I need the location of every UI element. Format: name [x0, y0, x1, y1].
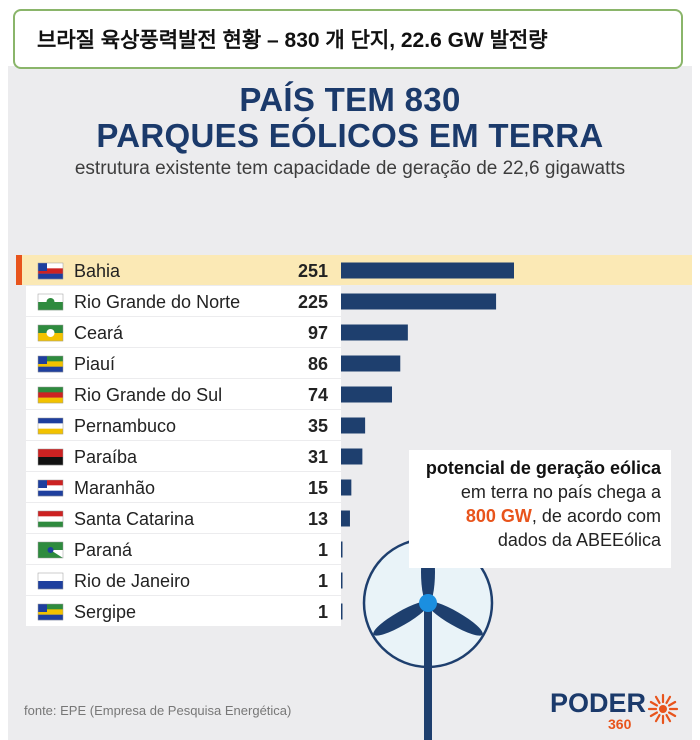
chart-title-line1: PAÍS TEM 830 [239, 81, 461, 118]
category-label: Rio Grande do Norte [74, 292, 240, 312]
bar [341, 293, 497, 310]
category-label: Maranhão [74, 478, 155, 498]
bar [341, 448, 363, 465]
row-background [26, 410, 341, 440]
category-label: Paraná [74, 540, 133, 560]
caption-text: 브라질 육상풍력발전 현황 – 830 개 단지, 22.6 GW 발전량 [37, 29, 548, 52]
bar [341, 541, 343, 558]
rio-grande-do-sul-flag-icon [37, 386, 64, 404]
logo-text: PODER [550, 688, 646, 718]
poder360-logo: PODER 360 [550, 688, 679, 732]
value-label: 1 [318, 540, 328, 560]
chart-subtitle: estrutura existente tem capacidade de ge… [74, 158, 626, 179]
bar [341, 603, 343, 620]
turbine-blade [373, 601, 430, 636]
bahia-flag-icon [37, 262, 64, 280]
value-label: 15 [308, 478, 328, 498]
category-label: Rio de Janeiro [74, 571, 190, 591]
table-row: Pernambuco 35 [26, 410, 366, 440]
highlight-marker [16, 255, 22, 285]
table-row: Ceará 97 [26, 317, 408, 347]
category-label: Pernambuco [74, 416, 176, 436]
bar [341, 262, 514, 279]
bar [341, 324, 408, 341]
table-row: Piauí 86 [26, 348, 401, 378]
table-row: Rio de Janeiro 1 [26, 565, 343, 595]
callout-line1: potencial de geração eólica [425, 458, 661, 478]
table-row: Paraíba 31 [26, 441, 363, 471]
piaui-flag-icon [37, 355, 64, 373]
row-background [26, 472, 341, 502]
bar [341, 417, 366, 434]
bar [341, 510, 350, 527]
row-background [26, 379, 341, 409]
category-label: Bahia [74, 261, 121, 281]
category-label: Santa Catarina [74, 509, 195, 529]
sergipe-flag-icon [37, 603, 64, 621]
sun-burst-icon [647, 693, 679, 725]
category-label: Ceará [74, 323, 124, 343]
bar [341, 572, 343, 589]
table-row: Sergipe 1 [26, 596, 343, 626]
maranhao-flag-icon [37, 479, 64, 497]
value-label: 1 [318, 602, 328, 622]
row-background [26, 534, 341, 564]
table-row: Rio Grande do Sul 74 [26, 379, 393, 409]
category-label: Rio Grande do Sul [74, 385, 222, 405]
callout-box: potencial de geração eólica em terra no … [409, 450, 671, 568]
wind-turbine-illustration [362, 537, 494, 740]
table-row: Santa Catarina 13 [26, 503, 350, 533]
callout-line4: dados da ABEEólica [497, 530, 661, 550]
category-label: Sergipe [74, 602, 136, 622]
paraiba-flag-icon [37, 448, 64, 466]
table-row: Rio Grande do Norte 225 [26, 286, 497, 316]
row-background [26, 317, 341, 347]
pernambuco-flag-icon [37, 417, 64, 435]
table-row: Bahia 251 [16, 255, 692, 285]
value-label: 86 [308, 354, 328, 374]
callout-line2: em terra no país chega a [460, 482, 661, 502]
logo-number: 360 [608, 716, 632, 732]
turbine-blade [426, 601, 483, 636]
bar [341, 386, 393, 403]
callout-highlight: 800 GW [465, 506, 532, 526]
turbine-hub [419, 594, 437, 612]
row-background [26, 596, 341, 626]
value-label: 35 [308, 416, 328, 436]
chart-title: PAÍS TEM 830 PARQUES EÓLICOS EM TERRA [0, 82, 700, 154]
value-label: 97 [308, 323, 328, 343]
row-background [26, 441, 341, 471]
table-row: Maranhão 15 [26, 472, 352, 502]
rio-de-janeiro-flag-icon [37, 572, 64, 590]
ceara-flag-icon [37, 324, 64, 342]
row-background [26, 565, 341, 595]
value-label: 1 [318, 571, 328, 591]
value-label: 74 [308, 385, 328, 405]
rio-grande-do-norte-flag-icon [37, 293, 64, 311]
value-label: 13 [308, 509, 328, 529]
bar [341, 479, 352, 496]
chart-title-line2: PARQUES EÓLICOS EM TERRA [96, 117, 604, 154]
row-background [26, 286, 341, 316]
bar [341, 355, 401, 372]
value-label: 225 [298, 292, 328, 312]
category-label: Piauí [74, 354, 115, 374]
value-label: 31 [308, 447, 328, 467]
table-row: Paraná 1 [26, 534, 343, 564]
category-label: Paraíba [74, 447, 138, 467]
caption-box: 브라질 육상풍력발전 현황 – 830 개 단지, 22.6 GW 발전량 [13, 9, 683, 69]
santa-catarina-flag-icon [37, 510, 64, 528]
source-note: fonte: EPE (Empresa de Pesquisa Energéti… [24, 703, 292, 718]
row-background [26, 348, 341, 378]
parana-flag-icon [37, 541, 64, 559]
value-label: 251 [298, 261, 328, 281]
turbine-tower [424, 603, 432, 740]
row-background [26, 503, 341, 533]
callout-line3: , de acordo com [531, 506, 661, 526]
